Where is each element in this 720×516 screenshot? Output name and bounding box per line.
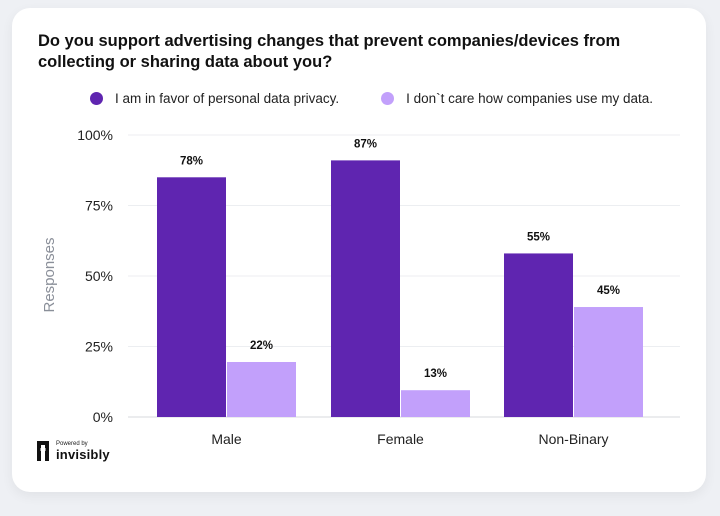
legend-swatch-dont-care — [381, 91, 395, 105]
y-axis-ticks: 0% 25% 50% 75% 100% — [77, 127, 113, 425]
bars — [157, 160, 643, 417]
bar-male-series-2 — [227, 362, 296, 417]
data-label: 87% — [354, 138, 377, 150]
bar-female-series-1 — [331, 160, 400, 417]
y-tick-label: 75% — [85, 198, 113, 214]
y-tick-label: 100% — [77, 127, 113, 143]
y-tick-label: 50% — [85, 268, 113, 284]
y-tick-label: 25% — [85, 339, 113, 355]
x-tick-label: Female — [377, 431, 424, 447]
powered-by-label: Powered by — [56, 440, 88, 447]
data-label: 45% — [597, 285, 620, 297]
bar-male-series-1 — [157, 177, 226, 417]
invisibly-logo-icon — [37, 441, 49, 461]
x-axis-ticks: Male Female Non-Binary — [211, 431, 608, 447]
legend-item-favor-privacy: I am in favor of personal data privacy. — [90, 91, 339, 106]
x-tick-label: Male — [211, 431, 242, 447]
data-label: 13% — [424, 368, 447, 380]
y-tick-label: 0% — [93, 409, 113, 425]
legend-swatch-favor-privacy — [90, 91, 103, 105]
legend-label-dont-care: I don`t care how companies use my data. — [406, 90, 653, 106]
data-label: 78% — [180, 155, 203, 167]
legend-item-dont-care: I don`t care how companies use my data. — [381, 91, 653, 106]
bar-non-binary-series-2 — [574, 307, 643, 417]
chart-title: Do you support advertising changes that … — [38, 32, 621, 71]
brand-name: invisibly — [56, 446, 110, 462]
bar-non-binary-series-1 — [504, 253, 573, 417]
data-label: 55% — [527, 231, 550, 243]
data-label: 22% — [250, 340, 273, 352]
brand-logo: Powered by invisibly — [36, 440, 110, 462]
legend-label-favor-privacy: I am in favor of personal data privacy. — [115, 90, 340, 106]
legend: I am in favor of personal data privacy. … — [90, 88, 695, 108]
y-axis-label: Responses — [41, 237, 58, 312]
bar-female-series-2 — [401, 390, 470, 417]
data-labels: 78% 22% 87% 13% 55% 45% — [180, 138, 620, 380]
x-tick-label: Non-Binary — [538, 431, 608, 447]
